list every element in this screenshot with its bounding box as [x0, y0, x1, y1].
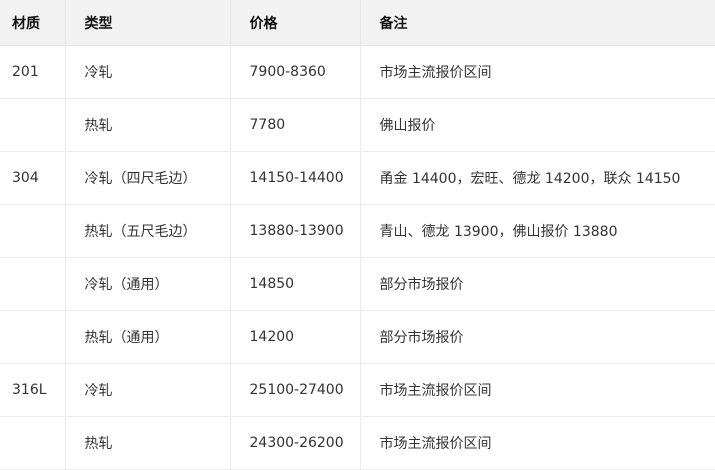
note-cell: 部分市场报价: [360, 257, 715, 311]
price-cell: 14850: [230, 257, 361, 311]
price-cell: 7900-8360: [230, 45, 361, 99]
type-cell: 冷轧: [65, 45, 231, 99]
type-cell: 热轧（五尺毛边）: [65, 204, 231, 258]
table-row: 热轧（五尺毛边） 13880-13900 青山、德龙 13900，佛山报价 1388…: [0, 204, 715, 258]
note-cell: 青山、德龙 13900，佛山报价 13880: [360, 204, 715, 258]
type-cell: 冷轧: [65, 363, 231, 417]
material-cell: [0, 204, 66, 258]
header-note: 备注: [360, 0, 715, 46]
header-material: 材质: [0, 0, 66, 46]
price-cell: 13880-13900: [230, 204, 361, 258]
table-row: 热轧（通用） 14200 部分市场报价: [0, 310, 715, 364]
material-cell: 316L: [0, 363, 66, 417]
price-cell: 14150-14400: [230, 151, 361, 205]
material-cell: [0, 98, 66, 152]
type-cell: 冷轧（通用）: [65, 257, 231, 311]
note-cell: 市场主流报价区间: [360, 416, 715, 470]
material-cell: [0, 310, 66, 364]
type-cell: 热轧（通用）: [65, 310, 231, 364]
note-cell: 市场主流报价区间: [360, 363, 715, 417]
note-cell: 佛山报价: [360, 98, 715, 152]
header-type: 类型: [65, 0, 231, 46]
table-row: 201 冷轧 7900-8360 市场主流报价区间: [0, 45, 715, 99]
material-cell: [0, 416, 66, 470]
type-cell: 冷轧（四尺毛边）: [65, 151, 231, 205]
price-cell: 25100-27400: [230, 363, 361, 417]
material-cell: 304: [0, 151, 66, 205]
price-cell: 7780: [230, 98, 361, 152]
table-row: 冷轧（通用） 14850 部分市场报价: [0, 257, 715, 311]
price-cell: 24300-26200: [230, 416, 361, 470]
note-cell: 市场主流报价区间: [360, 45, 715, 99]
material-cell: [0, 257, 66, 311]
header-row: 材质 类型 价格 备注: [0, 0, 715, 46]
material-cell: 201: [0, 45, 66, 99]
header-price: 价格: [230, 0, 361, 46]
type-cell: 热轧: [65, 98, 231, 152]
table-row: 316L 冷轧 25100-27400 市场主流报价区间: [0, 363, 715, 417]
note-cell: 甬金 14400，宏旺、德龙 14200，联众 14150: [360, 151, 715, 205]
table-row: 热轧 24300-26200 市场主流报价区间: [0, 416, 715, 470]
price-cell: 14200: [230, 310, 361, 364]
table-row: 304 冷轧（四尺毛边） 14150-14400 甬金 14400，宏旺、德龙 142…: [0, 151, 715, 205]
type-cell: 热轧: [65, 416, 231, 470]
table-row: 热轧 7780 佛山报价: [0, 98, 715, 152]
note-cell: 部分市场报价: [360, 310, 715, 364]
